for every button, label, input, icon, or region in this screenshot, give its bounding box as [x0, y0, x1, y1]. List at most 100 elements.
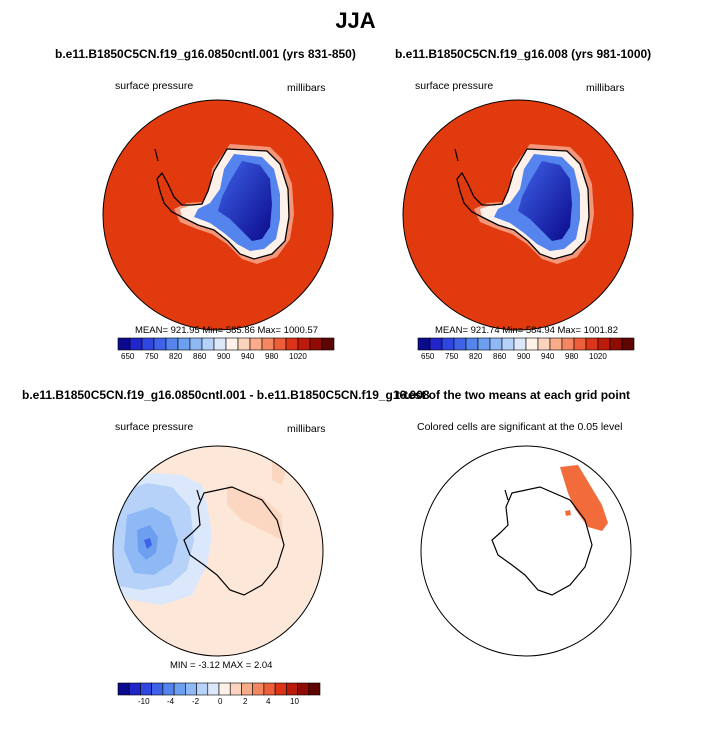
colorbar-cell: [465, 337, 479, 351]
variable-label-top-left: surface pressure: [115, 80, 194, 92]
colorbar-cell: [162, 682, 175, 696]
colorbar-cell: [201, 337, 215, 351]
colorbar-cell: [429, 337, 443, 351]
stats-top-right: MEAN= 921.74 Min= 584.94 Max= 1001.82: [435, 325, 618, 336]
stats-bottom-left: MIN = -3.12 MAX = 2.04: [170, 660, 273, 671]
colorbar-cell: [151, 682, 164, 696]
panel-title-top-right: b.e11.B1850C5CN.f19_g16.008 (yrs 981-100…: [395, 47, 652, 61]
colorbar-bottom-left: [117, 682, 321, 696]
colorbar-cell: [263, 682, 276, 696]
colorbar-cell: [561, 337, 575, 351]
colorbar-cell: [453, 337, 467, 351]
panel-title-bottom-left: b.e11.B1850C5CN.f19_g16.0850cntl.001 - b…: [22, 388, 430, 402]
tick-900: 900: [517, 352, 531, 361]
tick-750: 750: [145, 352, 159, 361]
tick-980: 980: [265, 352, 279, 361]
significant-region-small: [565, 510, 571, 516]
colorbar-cell: [621, 337, 635, 351]
colorbar-cell: [237, 337, 251, 351]
tick-750: 750: [445, 352, 459, 361]
stats-top-left: MEAN= 921.95 Min= 585.86 Max= 1000.57: [135, 325, 318, 336]
tick-820: 820: [169, 352, 183, 361]
colorbar-cell: [321, 337, 335, 351]
subtitle-bottom-right: Colored cells are significant at the 0.0…: [417, 421, 623, 433]
colorbar-cell: [128, 682, 141, 696]
colorbar-cell: [140, 682, 152, 696]
colorbar-cell: [513, 337, 527, 351]
tick-860: 860: [493, 352, 507, 361]
colorbar-cell: [308, 682, 321, 696]
map-bottom-left: [112, 445, 324, 657]
map-bottom-right: [420, 445, 632, 657]
colorbar-cell: [597, 337, 611, 351]
tick-820: 820: [469, 352, 483, 361]
tick-2: 2: [243, 697, 248, 706]
colorbar-cell: [225, 337, 239, 351]
colorbar-cell: [573, 337, 587, 351]
colorbar-cell: [297, 337, 311, 351]
units-label-top-left: millibars: [287, 82, 326, 94]
tick-4: 4: [266, 697, 271, 706]
tick-neg4: -4: [167, 697, 175, 706]
colorbar-cell: [241, 682, 253, 696]
tick-neg10: -10: [138, 697, 150, 706]
colorbar-cell: [173, 682, 186, 696]
tick-10: 10: [290, 697, 299, 706]
tick-neg2: -2: [192, 697, 200, 706]
colorbar-cell: [249, 337, 263, 351]
map-top-left: [102, 99, 334, 331]
tick-940: 940: [541, 352, 555, 361]
colorbar-cell: [141, 337, 155, 351]
tick-0: 0: [218, 697, 223, 706]
panel-title-bottom-right: t-test of the two means at each grid poi…: [396, 388, 631, 402]
colorbar-top-right: [417, 337, 635, 351]
colorbar-cell: [441, 337, 455, 351]
panel-title-top-left: b.e11.B1850C5CN.f19_g16.0850cntl.001 (yr…: [55, 47, 356, 61]
significant-region: [560, 465, 608, 531]
variable-label-top-right: surface pressure: [415, 80, 494, 92]
tick-900: 900: [217, 352, 231, 361]
colorbar-cell: [274, 682, 287, 696]
colorbar-cell: [196, 682, 209, 696]
tick-860: 860: [193, 352, 207, 361]
units-label-top-right: millibars: [586, 82, 625, 94]
tick-1020: 1020: [589, 352, 607, 361]
colorbar-cell: [477, 337, 491, 351]
colorbar-cell: [207, 682, 220, 696]
colorbar-cell: [585, 337, 599, 351]
units-label-bottom-left: millibars: [287, 423, 326, 435]
colorbar-cell: [229, 682, 242, 696]
colorbar-cell: [537, 337, 551, 351]
colorbar-cell: [252, 682, 265, 696]
colorbar-cell: [213, 337, 227, 351]
tick-940: 940: [241, 352, 255, 361]
tick-650: 650: [121, 352, 135, 361]
map-top-right: [402, 99, 634, 331]
colorbar-cell: [417, 337, 431, 351]
colorbar-cell: [185, 682, 197, 696]
colorbar-cell: [129, 337, 143, 351]
colorbar-cell: [501, 337, 515, 351]
colorbar-cell: [153, 337, 167, 351]
colorbar-cell: [261, 337, 275, 351]
tick-1020: 1020: [289, 352, 307, 361]
tick-980: 980: [565, 352, 579, 361]
colorbar-cell: [218, 682, 231, 696]
variable-label-bottom-left: surface pressure: [115, 421, 194, 433]
colorbar-cell: [525, 337, 539, 351]
colorbar-cell: [177, 337, 191, 351]
main-title: JJA: [335, 8, 376, 33]
colorbar-cell: [117, 682, 130, 696]
colorbar-cell: [297, 682, 310, 696]
colorbar-cell: [489, 337, 503, 351]
colorbar-cell: [165, 337, 179, 351]
colorbar-cell: [286, 682, 298, 696]
colorbar-cell: [273, 337, 287, 351]
colorbar-cell: [309, 337, 323, 351]
colorbar-cell: [117, 337, 131, 351]
colorbar-top-left: [117, 337, 335, 351]
colorbar-cell: [285, 337, 299, 351]
colorbar-cell: [189, 337, 203, 351]
colorbar-cell: [549, 337, 563, 351]
colorbar-cell: [609, 337, 623, 351]
